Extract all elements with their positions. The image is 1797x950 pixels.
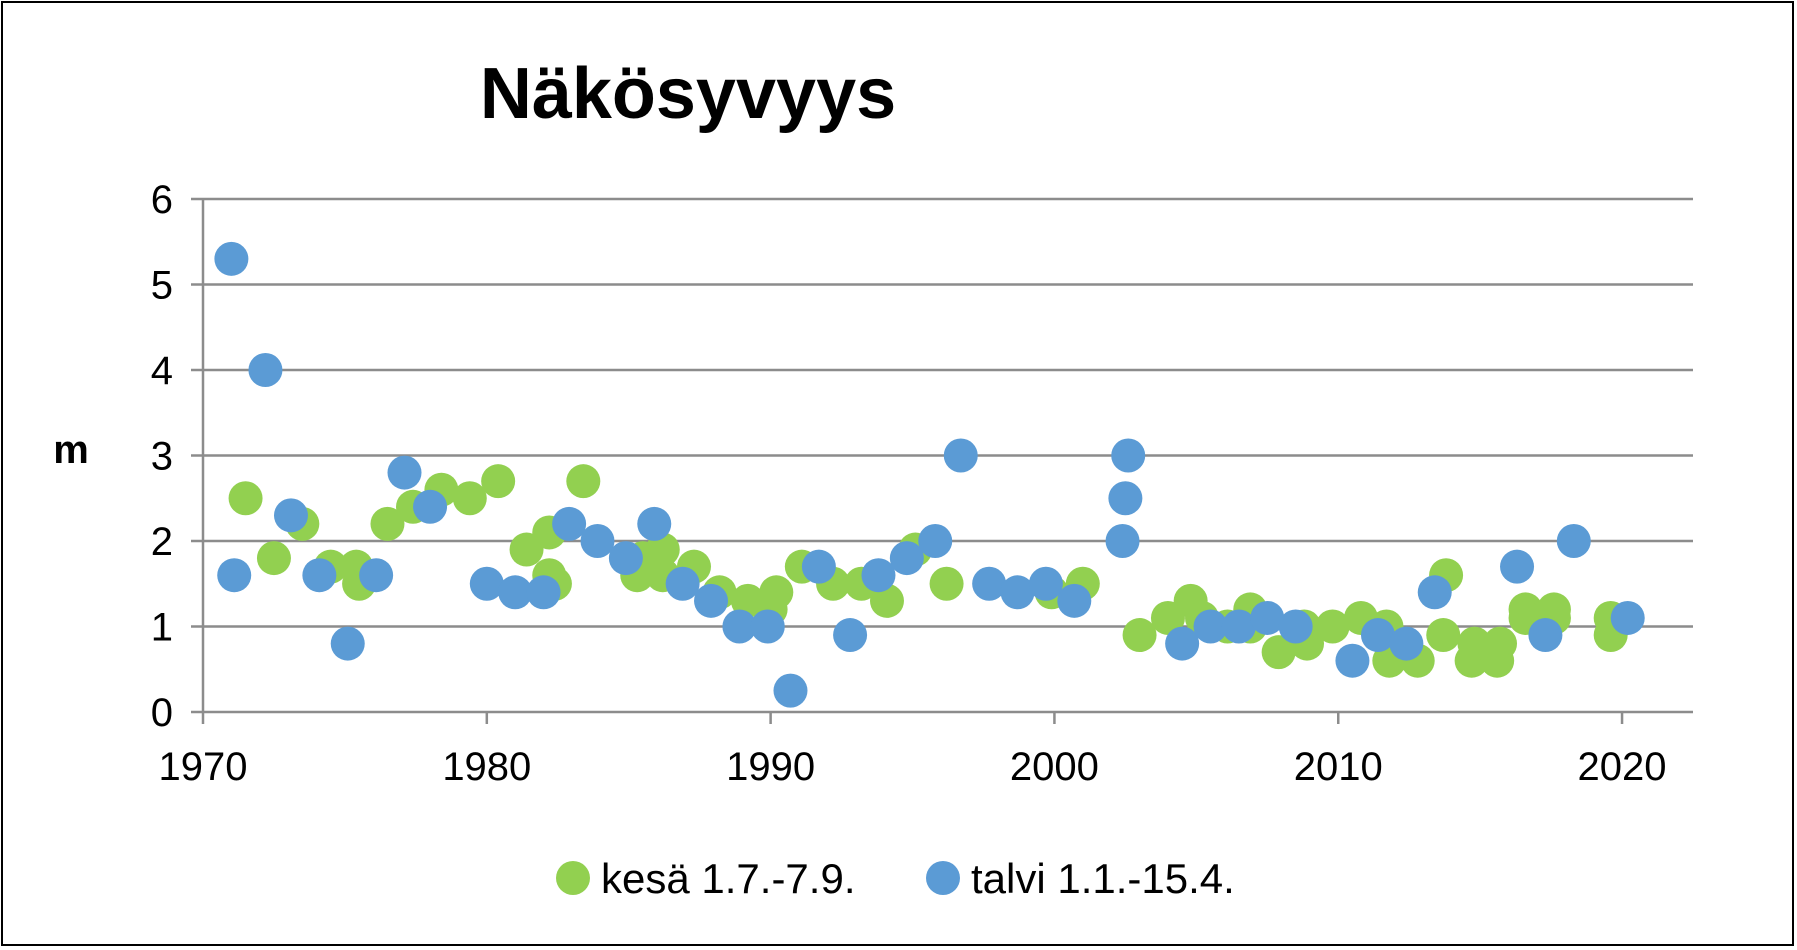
y-tick-label-2: 2 xyxy=(151,520,173,564)
data-point-talvi-43 xyxy=(1500,549,1535,584)
x-tick-label-1980: 1980 xyxy=(442,745,531,789)
y-tick-label-1: 1 xyxy=(151,606,173,650)
data-points xyxy=(214,241,1645,708)
data-point-talvi-21 xyxy=(801,549,836,584)
data-point-talvi-30 xyxy=(1057,583,1092,618)
data-point-talvi-31 xyxy=(1105,524,1140,558)
data-point-talvi-12 xyxy=(552,506,587,541)
data-point-talvi-35 xyxy=(1193,609,1228,644)
data-point-talvi-5 xyxy=(330,626,365,661)
data-point-kesa-53 xyxy=(1483,626,1518,661)
data-point-kesa-9 xyxy=(452,481,487,516)
data-point-talvi-39 xyxy=(1335,643,1370,678)
data-point-talvi-16 xyxy=(665,566,700,601)
y-tick-label-3: 3 xyxy=(151,435,173,479)
data-point-talvi-11 xyxy=(526,575,561,610)
data-point-talvi-4 xyxy=(302,558,337,593)
data-point-kesa-0 xyxy=(228,481,263,516)
data-point-talvi-24 xyxy=(889,541,924,576)
data-point-talvi-26 xyxy=(943,438,978,473)
data-point-talvi-37 xyxy=(1250,600,1285,635)
data-point-talvi-38 xyxy=(1278,609,1313,644)
data-point-talvi-15 xyxy=(637,506,672,541)
legend-label-talvi: talvi 1.1.-15.4. xyxy=(971,855,1235,902)
data-point-talvi-14 xyxy=(608,541,643,576)
data-point-talvi-1 xyxy=(217,558,252,593)
data-point-talvi-44 xyxy=(1528,618,1563,653)
chart-canvas: Näkösyvyys 0 1 2 3 4 5 6 1970 1980 1990 2000 2010 20… xyxy=(53,54,1693,902)
y-tick-label-6: 6 xyxy=(151,178,173,222)
data-point-talvi-0 xyxy=(214,241,249,276)
x-tick-label-1970: 1970 xyxy=(159,745,248,789)
data-point-talvi-28 xyxy=(1000,575,1035,610)
data-point-talvi-27 xyxy=(972,566,1007,601)
y-tick-label-4: 4 xyxy=(151,349,173,393)
data-point-talvi-7 xyxy=(387,455,422,490)
x-tick-label-2010: 2010 xyxy=(1294,745,1383,789)
x-tick-label-1990: 1990 xyxy=(726,745,815,789)
data-point-kesa-48 xyxy=(1426,618,1461,653)
data-point-talvi-32 xyxy=(1108,481,1143,516)
data-point-talvi-40 xyxy=(1360,618,1395,653)
data-point-kesa-40 xyxy=(1261,635,1296,670)
data-point-talvi-41 xyxy=(1389,626,1424,661)
data-point-kesa-28 xyxy=(869,583,904,618)
axes: 0 1 2 3 4 5 6 1970 1980 1990 2000 2010 2020 xyxy=(151,178,1693,789)
y-axis-label: m xyxy=(53,428,89,472)
gridlines xyxy=(203,197,1693,628)
data-point-kesa-6 xyxy=(370,506,405,541)
data-point-talvi-18 xyxy=(722,609,757,644)
data-point-talvi-6 xyxy=(359,558,394,593)
data-point-kesa-24 xyxy=(759,575,794,610)
data-point-talvi-10 xyxy=(498,575,533,610)
data-point-talvi-29 xyxy=(1028,566,1063,601)
data-point-talvi-20 xyxy=(773,673,808,708)
data-point-talvi-33 xyxy=(1111,438,1146,473)
data-point-talvi-23 xyxy=(861,558,896,593)
legend: kesä 1.7.-7.9. talvi 1.1.-15.4. xyxy=(556,855,1235,902)
series-talvi xyxy=(214,241,1645,708)
data-point-kesa-43 xyxy=(1315,609,1350,644)
data-point-kesa-18 xyxy=(645,532,680,567)
data-point-kesa-33 xyxy=(1122,618,1157,653)
data-point-talvi-8 xyxy=(413,489,448,524)
data-point-talvi-25 xyxy=(918,524,953,558)
legend-marker-kesa xyxy=(556,861,590,895)
x-tick-label-2020: 2020 xyxy=(1578,745,1667,789)
data-point-kesa-1 xyxy=(256,541,291,576)
data-point-talvi-36 xyxy=(1221,609,1256,644)
x-tick-label-2000: 2000 xyxy=(1010,745,1099,789)
y-tick-label-0: 0 xyxy=(151,691,173,735)
data-point-talvi-13 xyxy=(580,524,615,558)
data-point-kesa-30 xyxy=(929,566,964,601)
legend-label-kesa: kesä 1.7.-7.9. xyxy=(601,855,855,902)
data-point-talvi-46 xyxy=(1610,600,1645,635)
data-point-kesa-10 xyxy=(481,464,516,499)
data-point-kesa-15 xyxy=(566,464,601,499)
data-point-talvi-42 xyxy=(1417,575,1452,610)
data-point-talvi-3 xyxy=(273,498,308,533)
data-point-talvi-34 xyxy=(1165,626,1200,661)
legend-marker-talvi xyxy=(926,861,960,895)
data-point-talvi-17 xyxy=(694,583,729,618)
data-point-talvi-2 xyxy=(248,353,283,387)
chart-title: Näkösyvyys xyxy=(480,54,896,134)
y-tick-label-5: 5 xyxy=(151,264,173,308)
data-point-talvi-9 xyxy=(469,566,504,601)
data-point-talvi-19 xyxy=(750,609,785,644)
data-point-talvi-45 xyxy=(1556,524,1591,558)
data-point-talvi-22 xyxy=(833,618,868,653)
